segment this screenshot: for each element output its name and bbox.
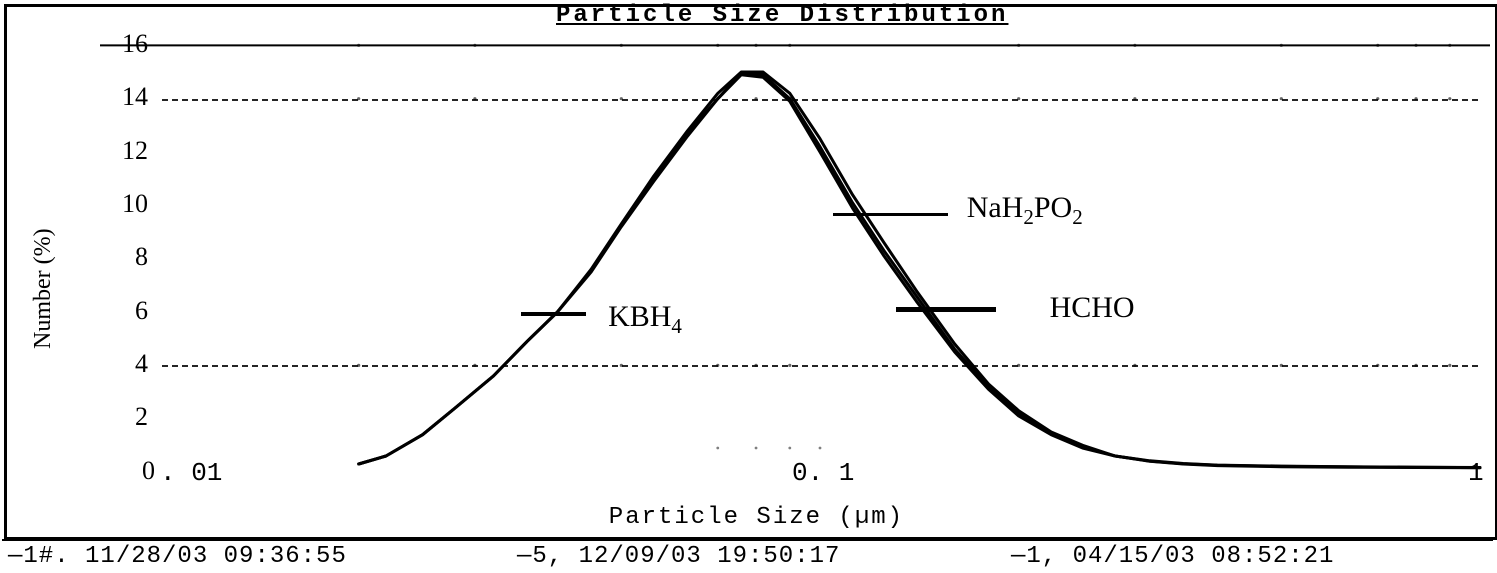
y-tick: 6: [98, 298, 148, 324]
annotation-label: KBH4: [608, 300, 682, 339]
series-line: [359, 72, 1480, 468]
chart-container: Particle Size Distribution Number (%) Pa…: [0, 0, 1497, 573]
y-tick: 0: [142, 458, 155, 484]
y-tick: 14: [98, 84, 148, 110]
y-tick: 8: [98, 244, 148, 270]
plot-area: [0, 0, 1497, 573]
legend-entry: —5, 12/09/03 19:50:17: [517, 543, 840, 570]
callout-line: [521, 312, 586, 316]
x-tick: 1: [1468, 460, 1484, 486]
y-tick: 12: [98, 138, 148, 164]
y-tick: 4: [98, 351, 148, 377]
h-grid: [162, 365, 1478, 367]
y-tick: 10: [98, 191, 148, 217]
legend-entry: —1#. 11/28/03 09:36:55: [8, 543, 347, 570]
x-tick: . 01: [160, 460, 222, 486]
series-line: [359, 75, 1480, 468]
legend-entry: —1, 04/15/03 08:52:21: [1011, 543, 1334, 570]
annotation-label: NaH2PO2: [967, 191, 1083, 230]
callout-line: [896, 307, 996, 312]
h-grid: [162, 99, 1478, 101]
annotation-label: HCHO: [1050, 291, 1135, 325]
legend-divider: [2, 539, 1493, 541]
x-tick: 0. 1: [792, 460, 854, 486]
y-tick: 2: [98, 404, 148, 430]
callout-line: [833, 213, 948, 216]
series-line: [359, 73, 1480, 467]
y-tick: 16: [98, 31, 148, 57]
